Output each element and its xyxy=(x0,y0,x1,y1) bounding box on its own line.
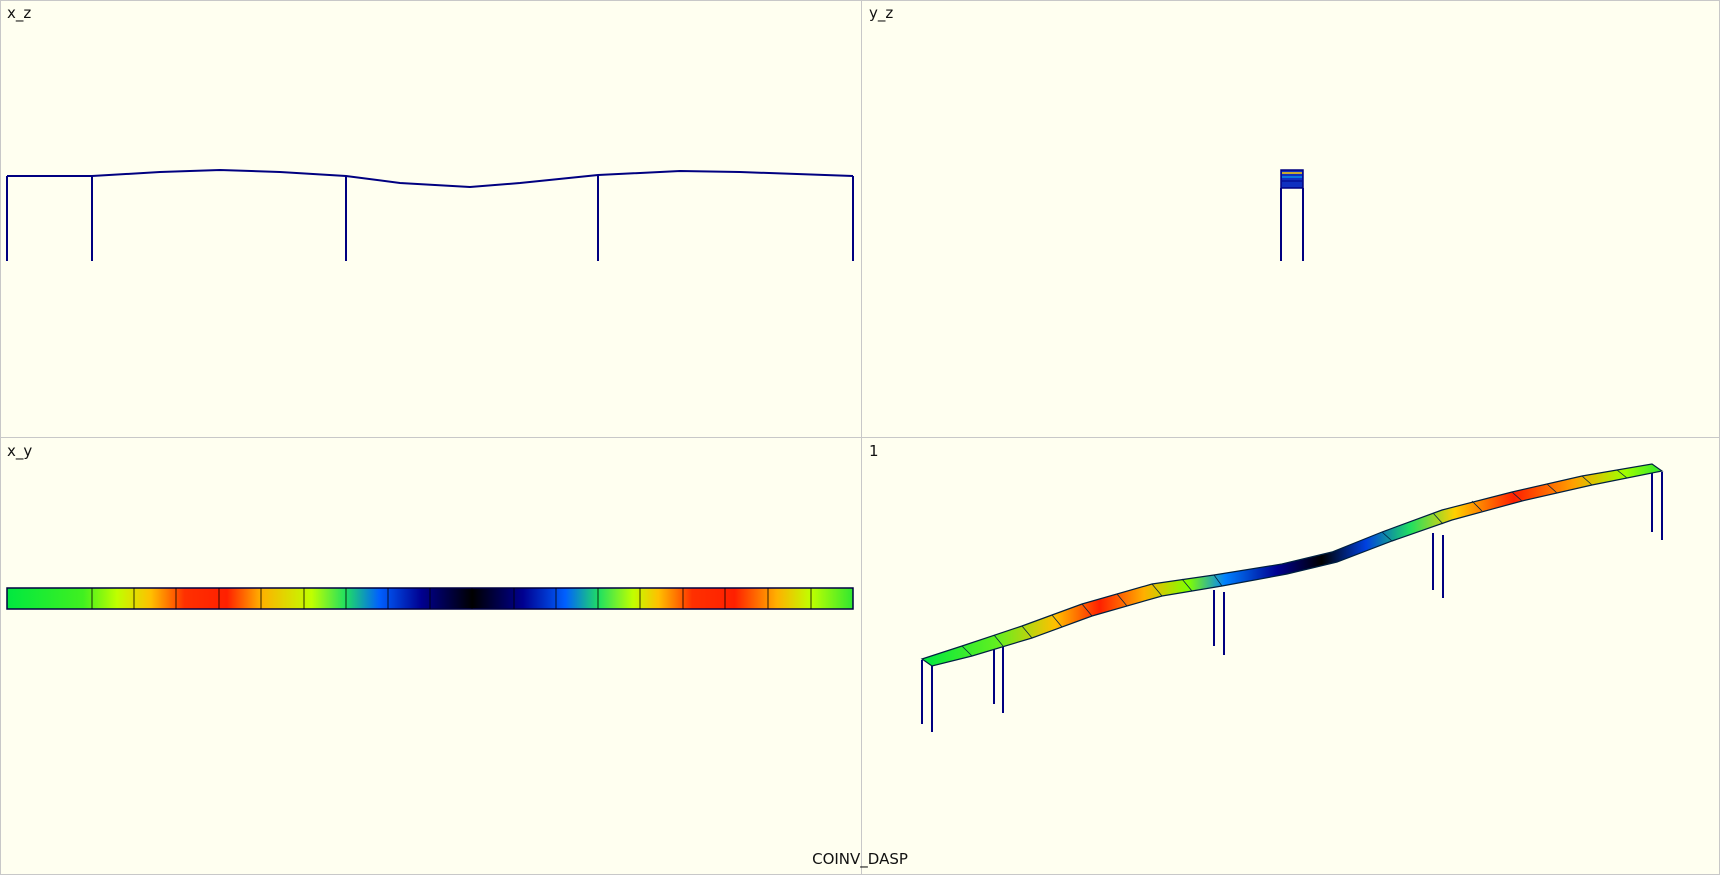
viewport-divider-horizontal[interactable] xyxy=(0,437,1720,438)
viewport-label-xz: x_z xyxy=(7,4,32,22)
viewport-label-xy: x_y xyxy=(7,442,33,460)
yz-deck-section xyxy=(1280,169,1304,189)
viewport-perspective[interactable]: 1 xyxy=(862,438,1720,875)
viewport-xy[interactable]: x_y xyxy=(0,438,861,875)
persp-piers xyxy=(921,470,1663,732)
perspective-model-drawing xyxy=(920,463,1664,732)
xz-elevation-drawing xyxy=(6,168,854,261)
viewport-label-perspective: 1 xyxy=(869,442,879,460)
persp-deck xyxy=(920,463,1664,667)
viewport-yz[interactable]: y_z xyxy=(862,0,1720,437)
xy-segment-dividers xyxy=(91,588,812,609)
xy-plan-drawing xyxy=(6,587,854,610)
persp-segment-lines xyxy=(961,469,1628,657)
yz-section-drawing xyxy=(1280,169,1304,261)
viewport-label-yz: y_z xyxy=(869,4,894,22)
model-title: COINV_DASP xyxy=(812,850,908,868)
viewport-xz[interactable]: x_z xyxy=(0,0,861,437)
xz-deck-line xyxy=(7,168,854,189)
